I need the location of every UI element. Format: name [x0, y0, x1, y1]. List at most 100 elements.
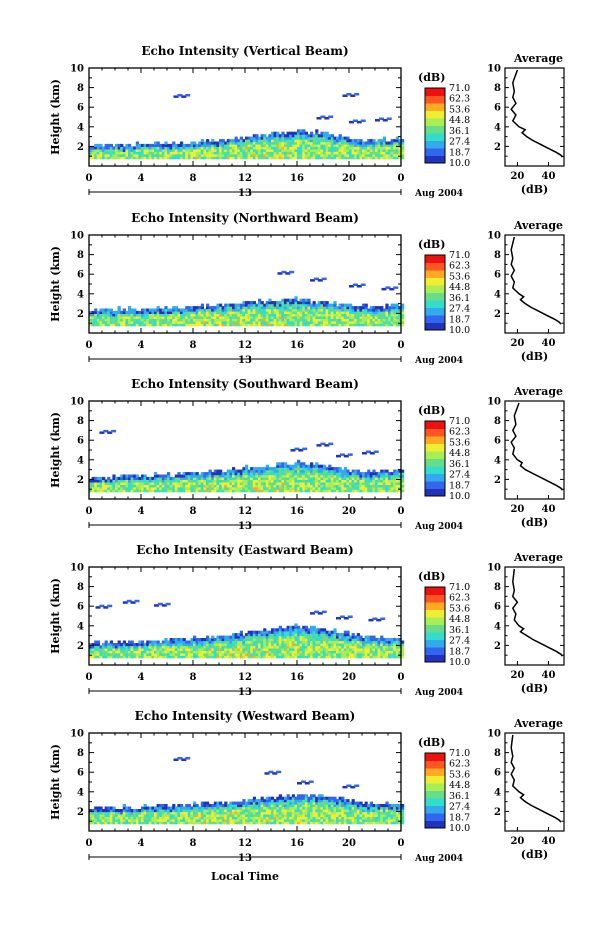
heatmap-cell [325, 320, 329, 324]
heatmap-cell [198, 315, 202, 319]
heatmap-cell [141, 479, 145, 483]
heatmap-cell [367, 652, 371, 656]
y-axis-label: Height (km) [49, 79, 62, 155]
heatmap-cell [281, 481, 285, 485]
heatmap-cell [99, 821, 103, 825]
heatmap-cell [310, 318, 314, 322]
heatmap-cell [213, 313, 217, 317]
heatmap-cell [203, 645, 207, 649]
heatmap-cell [369, 156, 373, 160]
heatmap-cell [302, 323, 306, 327]
heatmap-cell [349, 143, 353, 147]
heatmap-cell [377, 638, 381, 642]
heatmap-cell [245, 652, 249, 656]
heatmap-cell [356, 652, 360, 656]
heatmap-cell [372, 306, 376, 310]
heatmap-cell [395, 650, 399, 654]
heatmap-cell [271, 638, 275, 642]
heatmap-cell [297, 459, 301, 463]
heatmap-cell [320, 313, 324, 317]
heatmap-cell [317, 486, 321, 490]
heatmap-cell [263, 476, 267, 480]
heatmap-cell [138, 486, 142, 490]
heatmap-cell [328, 308, 332, 312]
heatmap-cell [154, 153, 158, 157]
heatmap-cell [328, 645, 332, 649]
heatmap-cell [385, 146, 389, 150]
heatmap-cell [109, 647, 113, 651]
heatmap-cell [276, 139, 280, 143]
heatmap-cell [276, 308, 280, 312]
heatmap-cell [213, 143, 217, 147]
heatmap-cell [349, 640, 353, 644]
heatmap-cell [104, 489, 108, 493]
heatmap-cell [286, 625, 290, 629]
heatmap-cell [343, 143, 347, 147]
heatmap-cell [200, 645, 204, 649]
heatmap-cell [354, 313, 358, 317]
heatmap-cell [252, 643, 256, 647]
heatmap-cell [224, 315, 228, 319]
heatmap-cell [336, 323, 340, 327]
heatmap-cell [193, 318, 197, 322]
heatmap-cell [341, 156, 345, 160]
heatmap-cell [380, 139, 384, 143]
heatmap-cell [346, 640, 350, 644]
colorbar-frame [424, 254, 446, 331]
heatmap-cells [89, 599, 405, 659]
heatmap-cell [172, 638, 176, 642]
heatmap-cell [291, 650, 295, 654]
heatmap-cell [208, 479, 212, 483]
heatmap-cell [297, 143, 301, 147]
heatmap-cell [122, 484, 126, 488]
heatmap-cell [359, 141, 363, 145]
heatmap-cell [141, 811, 145, 815]
heatmap-cell [200, 141, 204, 145]
heatmap-cell [211, 638, 215, 642]
heatmap-cell [273, 474, 277, 478]
sparse-echo [99, 431, 105, 434]
heatmap-cell [141, 313, 145, 317]
heatmap-cell [325, 635, 329, 639]
heatmap-cell [104, 479, 108, 483]
heatmap-cell [377, 643, 381, 647]
panel-title: Echo Intensity (Southward Beam) [131, 377, 359, 391]
heatmap-cell [141, 146, 145, 150]
heatmap-cell [346, 303, 350, 307]
heatmap-cell [278, 139, 282, 143]
heatmap-cell [122, 146, 126, 150]
heatmap-cell [239, 469, 243, 473]
y-axis-label: Height (km) [49, 578, 62, 654]
heatmap-cell [323, 134, 327, 138]
heatmap-cell [276, 141, 280, 145]
heatmap-cell [258, 638, 262, 642]
heatmap-cell [161, 148, 165, 152]
heatmap-cell [281, 635, 285, 639]
heatmap-cell [281, 640, 285, 644]
heatmap-cell [289, 645, 293, 649]
heatmap-cell [208, 655, 212, 659]
heatmap-cell [190, 143, 194, 147]
heatmap-cell [271, 652, 275, 656]
heatmap-cell [268, 474, 272, 478]
heatmap-cell [239, 141, 243, 145]
heatmap-cell [390, 652, 394, 656]
heatmap-cell [193, 635, 197, 639]
sparse-echo [321, 277, 327, 281]
heatmap-cell [297, 308, 301, 312]
heatmap-cell [104, 806, 108, 810]
heatmap-cell [120, 474, 124, 478]
heatmap-cell [328, 638, 332, 642]
heatmap-cell [395, 141, 399, 145]
heatmap-cell [195, 151, 199, 155]
sparse-echo [134, 599, 140, 603]
heatmap-cell [258, 310, 262, 314]
heatmap-cell [146, 320, 150, 324]
heatmap-cell [154, 816, 158, 820]
heatmap-cell [174, 647, 178, 651]
heatmap-cell [203, 650, 207, 654]
heatmap-cell [281, 318, 285, 322]
heatmap-cell [128, 310, 132, 314]
heatmap-cell [206, 484, 210, 488]
heatmap-cell [102, 479, 106, 483]
